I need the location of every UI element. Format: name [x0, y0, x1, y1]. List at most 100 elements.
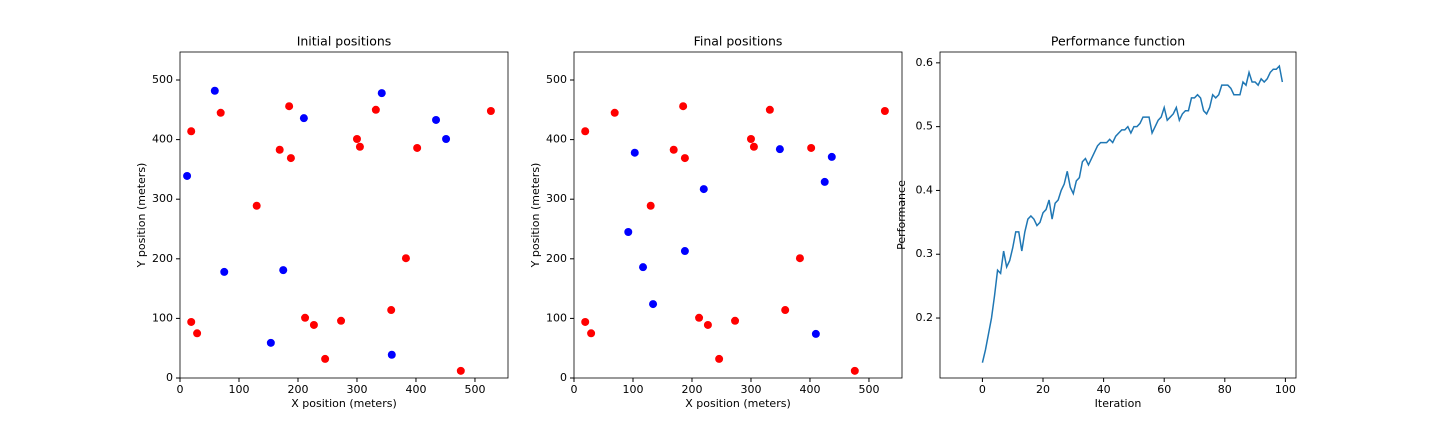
point [827, 152, 836, 161]
point [811, 329, 820, 338]
point [731, 316, 740, 325]
point [486, 107, 495, 116]
y-axis-label: Performance [895, 180, 908, 250]
point [880, 107, 889, 116]
x-axis-label: Iteration [1095, 397, 1142, 410]
x-tick-label: 400 [405, 383, 426, 396]
x-tick-label: 0 [177, 383, 184, 396]
x-tick-label: 80 [1218, 383, 1232, 396]
point [352, 135, 361, 144]
point [703, 320, 712, 329]
point [781, 306, 790, 315]
point [193, 329, 202, 338]
x-tick-label: 100 [228, 383, 249, 396]
point [266, 338, 275, 347]
point [299, 114, 308, 123]
point [699, 185, 708, 194]
y-tick-label: 0.3 [916, 247, 934, 260]
y-tick-label: 400 [152, 133, 173, 146]
point [680, 247, 689, 256]
point [775, 145, 784, 154]
point [337, 316, 346, 325]
point [715, 354, 724, 363]
point [355, 142, 364, 151]
point [695, 313, 704, 322]
y-tick-label: 200 [546, 252, 567, 265]
axes-frame [939, 51, 1297, 379]
y-tick-label: 0.2 [916, 311, 934, 324]
x-tick-label: 0 [979, 383, 986, 396]
x-tick-label: 300 [346, 383, 367, 396]
x-tick-label: 200 [681, 383, 702, 396]
point [377, 89, 386, 98]
point [639, 263, 648, 272]
axes-frame [179, 51, 509, 379]
point [301, 313, 310, 322]
y-tick-label: 0.5 [916, 120, 934, 133]
line [981, 64, 1284, 363]
point [401, 254, 410, 263]
point [649, 300, 658, 309]
x-tick-label: 500 [858, 383, 879, 396]
point [680, 154, 689, 163]
point [286, 154, 295, 163]
y-axis-label: Y position (meters) [135, 163, 148, 269]
point [610, 108, 619, 117]
point [587, 329, 596, 338]
point [432, 115, 441, 124]
y-tick-label: 500 [152, 73, 173, 86]
point [456, 366, 465, 375]
point [252, 201, 261, 210]
x-tick-label: 60 [1157, 383, 1171, 396]
point [850, 366, 859, 375]
y-tick-label: 400 [546, 133, 567, 146]
x-tick-label: 20 [1036, 383, 1050, 396]
axes-frame [573, 51, 903, 379]
point [413, 143, 422, 152]
point [387, 350, 396, 359]
x-tick-label: 300 [740, 383, 761, 396]
y-tick-label: 0 [166, 371, 173, 384]
point [746, 135, 755, 144]
x-tick-label: 200 [287, 383, 308, 396]
point [624, 227, 633, 236]
x-tick-label: 500 [464, 383, 485, 396]
point [371, 105, 380, 114]
point [765, 105, 774, 114]
y-tick-label: 0.6 [916, 56, 934, 69]
point [210, 86, 219, 95]
x-tick-label: 40 [1097, 383, 1111, 396]
point [309, 320, 318, 329]
point [679, 102, 688, 111]
y-tick-label: 0.4 [916, 183, 934, 196]
x-tick-label: 400 [799, 383, 820, 396]
point [321, 354, 330, 363]
x-axis-label: X position (meters) [685, 397, 791, 410]
point [581, 317, 590, 326]
point [795, 254, 804, 263]
y-tick-label: 200 [152, 252, 173, 265]
point [749, 142, 758, 151]
point [187, 317, 196, 326]
y-tick-label: 0 [560, 371, 567, 384]
point [581, 127, 590, 136]
point [216, 108, 225, 117]
x-tick-label: 0 [571, 383, 578, 396]
y-axis-label: Y position (meters) [529, 163, 542, 269]
point [279, 266, 288, 275]
point [646, 201, 655, 210]
chart-title: Performance function [1051, 34, 1185, 49]
point [220, 267, 229, 276]
point [669, 145, 678, 154]
y-tick-label: 500 [546, 73, 567, 86]
point [285, 102, 294, 111]
point [442, 135, 451, 144]
point [807, 143, 816, 152]
x-axis-label: X position (meters) [291, 397, 397, 410]
point [630, 148, 639, 157]
y-tick-label: 300 [152, 192, 173, 205]
point [820, 177, 829, 186]
y-tick-label: 100 [546, 311, 567, 324]
point [183, 171, 192, 180]
